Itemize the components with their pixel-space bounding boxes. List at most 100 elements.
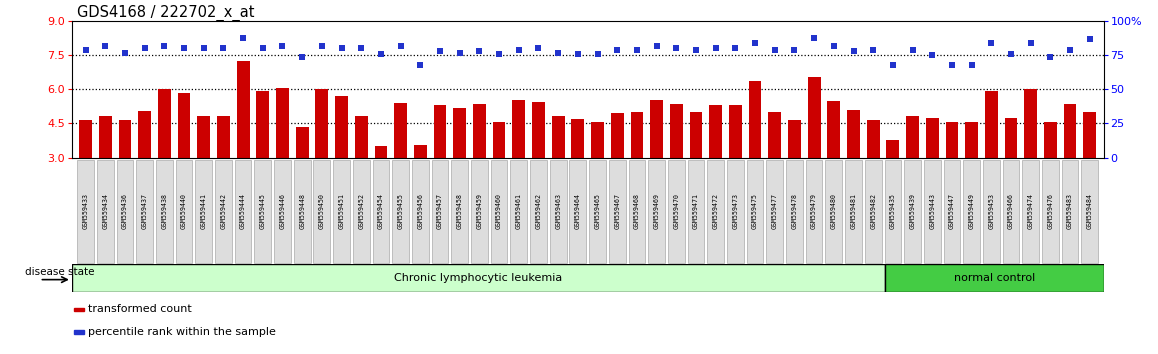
FancyBboxPatch shape bbox=[648, 160, 665, 263]
Point bbox=[923, 52, 941, 58]
Bar bbox=[453, 108, 467, 158]
FancyBboxPatch shape bbox=[196, 160, 212, 263]
Bar bbox=[669, 104, 683, 158]
FancyBboxPatch shape bbox=[609, 160, 625, 263]
FancyBboxPatch shape bbox=[137, 160, 153, 263]
Bar bbox=[551, 115, 565, 158]
Bar bbox=[413, 145, 426, 158]
Text: GSM559445: GSM559445 bbox=[259, 193, 266, 229]
Point bbox=[726, 46, 745, 51]
Text: GSM559480: GSM559480 bbox=[830, 193, 837, 229]
FancyBboxPatch shape bbox=[471, 160, 488, 263]
Text: GSM559434: GSM559434 bbox=[102, 193, 108, 229]
FancyBboxPatch shape bbox=[826, 160, 842, 263]
Text: GSM559438: GSM559438 bbox=[161, 193, 168, 229]
FancyBboxPatch shape bbox=[904, 160, 921, 263]
FancyBboxPatch shape bbox=[983, 160, 999, 263]
Point bbox=[529, 46, 548, 51]
Bar bbox=[610, 113, 624, 158]
Bar bbox=[354, 116, 367, 158]
Text: GSM559461: GSM559461 bbox=[515, 193, 522, 229]
FancyBboxPatch shape bbox=[944, 160, 960, 263]
Bar bbox=[276, 88, 288, 158]
FancyBboxPatch shape bbox=[491, 160, 507, 263]
Bar bbox=[315, 89, 328, 158]
Bar bbox=[966, 122, 979, 158]
Bar bbox=[749, 81, 762, 158]
FancyBboxPatch shape bbox=[334, 160, 350, 263]
Point bbox=[549, 50, 567, 56]
Bar bbox=[650, 99, 664, 158]
Point bbox=[1021, 40, 1040, 46]
Bar bbox=[79, 120, 91, 158]
Text: GSM559446: GSM559446 bbox=[279, 193, 286, 229]
Text: GSM559457: GSM559457 bbox=[437, 193, 444, 229]
FancyBboxPatch shape bbox=[294, 160, 310, 263]
FancyBboxPatch shape bbox=[845, 160, 862, 263]
Point bbox=[116, 50, 134, 56]
FancyBboxPatch shape bbox=[1003, 160, 1019, 263]
Point bbox=[903, 47, 922, 53]
Point bbox=[687, 47, 705, 53]
Text: GSM559444: GSM559444 bbox=[240, 193, 247, 229]
Bar bbox=[74, 330, 85, 333]
Bar bbox=[769, 112, 782, 158]
Text: GSM559456: GSM559456 bbox=[417, 193, 424, 229]
Text: GSM559474: GSM559474 bbox=[1027, 193, 1034, 229]
Bar bbox=[848, 110, 860, 158]
Point bbox=[332, 46, 351, 51]
Bar bbox=[118, 120, 131, 158]
Text: GSM559479: GSM559479 bbox=[811, 193, 818, 229]
Text: GSM559452: GSM559452 bbox=[358, 193, 365, 229]
Text: GSM559477: GSM559477 bbox=[771, 193, 778, 229]
Bar bbox=[72, 264, 886, 292]
FancyBboxPatch shape bbox=[727, 160, 743, 263]
Point bbox=[490, 51, 508, 57]
Point bbox=[943, 62, 961, 68]
FancyBboxPatch shape bbox=[924, 160, 940, 263]
Bar bbox=[472, 104, 486, 158]
Bar bbox=[492, 122, 506, 158]
Bar bbox=[157, 89, 170, 158]
Bar bbox=[907, 115, 919, 158]
Text: GSM559469: GSM559469 bbox=[653, 193, 660, 229]
Point bbox=[647, 43, 666, 48]
Point bbox=[273, 43, 292, 48]
Text: GSM559449: GSM559449 bbox=[968, 193, 975, 229]
FancyBboxPatch shape bbox=[235, 160, 251, 263]
Bar bbox=[689, 112, 703, 158]
Text: GSM559459: GSM559459 bbox=[476, 193, 483, 229]
FancyBboxPatch shape bbox=[708, 160, 724, 263]
Point bbox=[155, 43, 174, 48]
Bar bbox=[1064, 104, 1077, 158]
Point bbox=[1002, 51, 1020, 57]
Text: GSM559433: GSM559433 bbox=[82, 193, 88, 229]
Text: GSM559454: GSM559454 bbox=[378, 193, 384, 229]
Text: GSM559443: GSM559443 bbox=[929, 193, 936, 229]
Bar bbox=[394, 103, 406, 158]
Text: GSM559483: GSM559483 bbox=[1068, 193, 1073, 229]
Text: GSM559482: GSM559482 bbox=[870, 193, 877, 229]
Text: transformed count: transformed count bbox=[88, 304, 192, 314]
Point bbox=[510, 47, 528, 53]
Text: GSM559465: GSM559465 bbox=[594, 193, 601, 229]
Point bbox=[864, 47, 882, 53]
Point bbox=[175, 46, 193, 51]
Text: GDS4168 / 222702_x_at: GDS4168 / 222702_x_at bbox=[76, 5, 255, 21]
Text: GSM559435: GSM559435 bbox=[889, 193, 896, 229]
FancyBboxPatch shape bbox=[97, 160, 113, 263]
Text: GSM559468: GSM559468 bbox=[633, 193, 640, 229]
FancyBboxPatch shape bbox=[215, 160, 232, 263]
Bar bbox=[197, 116, 210, 158]
Text: GSM559481: GSM559481 bbox=[850, 193, 857, 229]
Point bbox=[293, 54, 312, 59]
Text: GSM559464: GSM559464 bbox=[574, 193, 581, 229]
Bar bbox=[808, 77, 821, 158]
Point bbox=[76, 47, 95, 53]
Text: GSM559473: GSM559473 bbox=[732, 193, 739, 229]
Bar bbox=[926, 118, 939, 158]
FancyBboxPatch shape bbox=[314, 160, 330, 263]
Point bbox=[1041, 54, 1060, 59]
Bar bbox=[946, 122, 959, 158]
FancyBboxPatch shape bbox=[786, 160, 802, 263]
